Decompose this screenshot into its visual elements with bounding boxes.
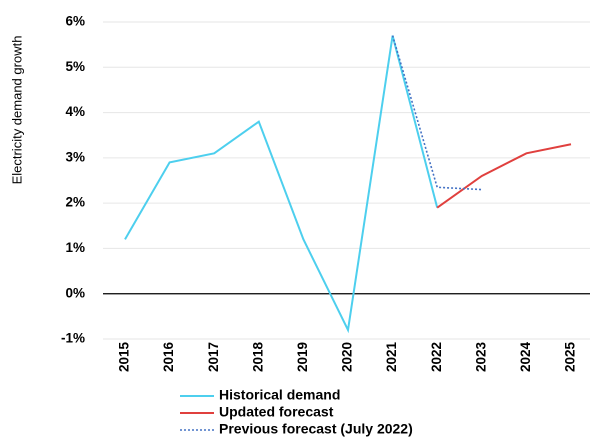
- legend-label: Historical demand: [219, 387, 340, 403]
- x-tick-label: 2018: [250, 341, 265, 372]
- y-tick-label: 0%: [65, 285, 85, 300]
- x-tick-label: 2022: [429, 342, 444, 372]
- x-tick-label: 2016: [161, 341, 176, 372]
- y-tick-label: 6%: [65, 14, 85, 29]
- x-tick-label: 2015: [117, 341, 132, 372]
- y-tick-label: 2%: [65, 195, 85, 210]
- x-tick-label: 2019: [295, 342, 310, 372]
- y-tick-label: 3%: [65, 149, 85, 164]
- series-line: [436, 143, 572, 209]
- x-tick-label: 2023: [473, 341, 488, 372]
- series-line: [124, 35, 439, 334]
- series-line: [391, 35, 482, 191]
- x-tick-label: 2021: [384, 341, 399, 372]
- x-tick-label: 2025: [563, 341, 578, 372]
- x-tick-label: 2020: [340, 342, 355, 372]
- y-tick-label: 4%: [65, 104, 85, 119]
- x-tick-label: 2017: [206, 342, 221, 372]
- y-axis-label: Electricity demand growth: [9, 36, 24, 185]
- x-tick-label: 2024: [518, 341, 533, 372]
- legend-label: Updated forecast: [219, 404, 334, 420]
- legend-label: Previous forecast (July 2022): [219, 421, 413, 437]
- y-tick-label: 1%: [65, 240, 85, 255]
- y-tick-label: -1%: [61, 331, 85, 346]
- y-tick-label: 5%: [65, 59, 85, 74]
